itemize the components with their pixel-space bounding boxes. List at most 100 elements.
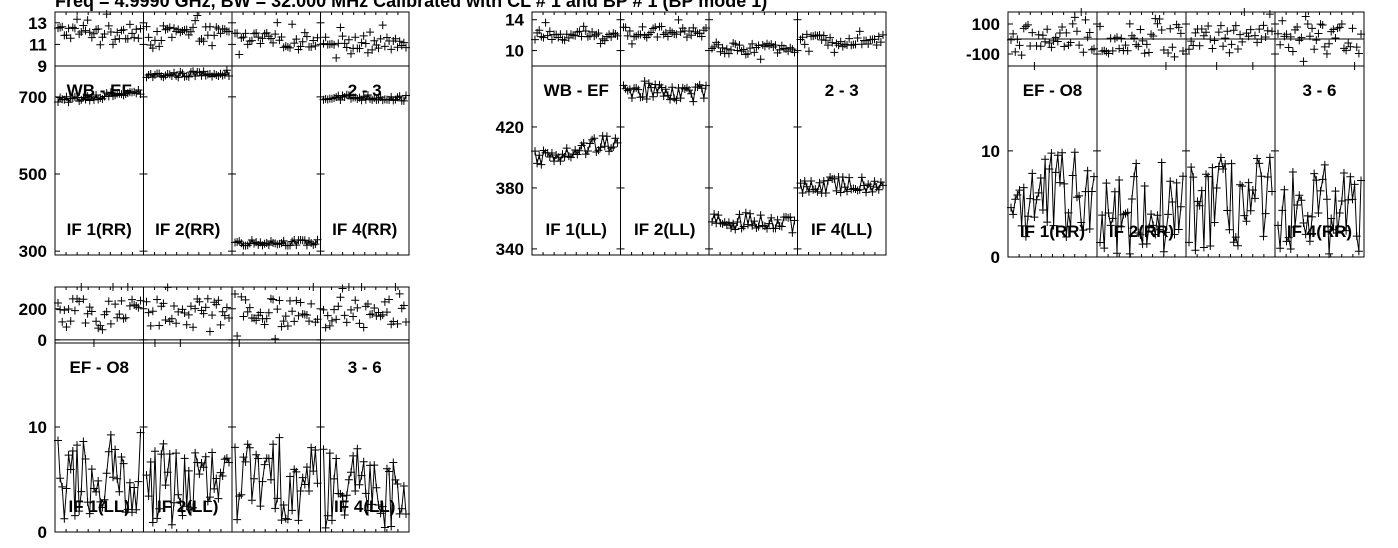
phase-point: [85, 303, 94, 312]
phase-point: [266, 34, 275, 43]
amplitude-point: [146, 458, 155, 467]
amplitude-point: [1055, 178, 1064, 187]
phase-point: [1221, 34, 1230, 43]
amplitude-point: [73, 441, 82, 450]
phase-point: [233, 332, 242, 341]
phase-point: [298, 37, 307, 46]
chart-1: 13 11 9 700 500 300 WB - EF IF 1(RR) IF 2(RR) 2 -…: [19, 10, 410, 261]
amplitude-point: [115, 487, 124, 496]
phase-point: [275, 36, 284, 45]
phase-point: [668, 28, 677, 37]
phase-point: [1350, 61, 1359, 70]
phase-point: [1261, 33, 1270, 42]
phase-point: [847, 41, 856, 50]
amplitude-point: [136, 90, 145, 99]
amplitude-point: [697, 84, 706, 93]
amplitude-point: [128, 508, 137, 517]
amplitude-point: [266, 237, 275, 246]
phase-point: [334, 302, 343, 311]
amplitude-point: [1113, 249, 1122, 258]
phase-point: [1024, 20, 1033, 29]
amplitude-point: [106, 430, 115, 439]
phase-point: [691, 27, 700, 36]
phase-point: [252, 29, 261, 38]
phase-point: [1058, 22, 1067, 31]
phase-point: [85, 28, 94, 37]
phase-point: [292, 35, 301, 44]
phase-point: [1090, 44, 1098, 53]
amplitude-point: [1021, 232, 1030, 241]
phase-point: [727, 45, 736, 54]
phase-point: [225, 313, 233, 322]
amplitude-point: [566, 153, 575, 162]
phase-point: [1007, 35, 1015, 44]
amplitude-point: [1280, 185, 1289, 194]
phase-point: [1043, 25, 1052, 34]
amplitude-point: [807, 177, 816, 186]
y-tick-label: 200: [19, 300, 47, 319]
phase-point: [102, 307, 111, 316]
amplitude-point: [1263, 172, 1272, 181]
phase-point: [874, 32, 883, 41]
amplitude-point: [784, 213, 793, 222]
phase-point: [66, 34, 75, 43]
phase-point: [1083, 33, 1092, 42]
amplitude-point: [134, 477, 143, 486]
phase-point: [281, 42, 290, 51]
phase-point: [370, 303, 379, 312]
phase-point: [1197, 24, 1206, 33]
amplitude-point: [233, 237, 242, 246]
phase-point: [290, 317, 299, 326]
phase-point: [1354, 49, 1363, 58]
amplitude-point: [689, 97, 698, 106]
amplitude-point: [556, 157, 565, 166]
phase-point: [142, 297, 151, 306]
baseline-label: 3 - 6: [1302, 81, 1336, 100]
phase-point: [1219, 42, 1228, 51]
phase-point: [336, 293, 345, 302]
amplitude-point: [260, 239, 269, 248]
amplitude-point: [1299, 218, 1308, 227]
amplitude-point: [340, 511, 349, 520]
amplitude-point: [250, 239, 259, 248]
amplitude-point: [1242, 217, 1251, 226]
phase-point: [186, 302, 195, 311]
amplitude-point: [815, 178, 824, 187]
phase-point: [180, 308, 189, 317]
if-label: IF 4(RR): [332, 220, 397, 239]
phase-point: [1168, 43, 1177, 52]
amplitude-point: [338, 492, 347, 501]
phase-point: [321, 323, 330, 332]
amplitude-point: [111, 445, 120, 454]
phase-point: [1280, 32, 1289, 41]
phase-point: [1357, 30, 1365, 39]
phase-point: [1011, 47, 1020, 56]
amplitude-point: [307, 443, 316, 452]
amplitude-point: [813, 187, 822, 196]
phase-point: [1327, 27, 1336, 36]
phase-point: [1062, 28, 1071, 37]
amplitude-point: [1017, 221, 1026, 230]
phase-point: [136, 296, 145, 305]
amplitude-point: [1312, 176, 1321, 185]
phase-point: [292, 296, 301, 305]
phase-point: [611, 29, 620, 38]
amplitude-point: [1100, 244, 1109, 253]
amplitude-point: [1170, 230, 1179, 239]
phase-point: [1293, 22, 1302, 31]
phase-point: [539, 33, 548, 42]
phase-point: [651, 23, 660, 32]
amplitude-point: [134, 85, 143, 94]
if-label: IF 1(LL): [546, 220, 607, 239]
phase-point: [592, 30, 601, 39]
phase-point: [351, 33, 360, 42]
amplitude-point: [727, 224, 736, 233]
amplitude-point: [159, 73, 168, 82]
phase-point: [250, 29, 259, 38]
amplitude-point: [273, 240, 282, 249]
phase-point: [359, 323, 368, 332]
phase-point: [269, 38, 278, 47]
amplitude-point: [1121, 209, 1130, 218]
phase-point: [598, 34, 607, 43]
phase-point: [336, 23, 345, 32]
